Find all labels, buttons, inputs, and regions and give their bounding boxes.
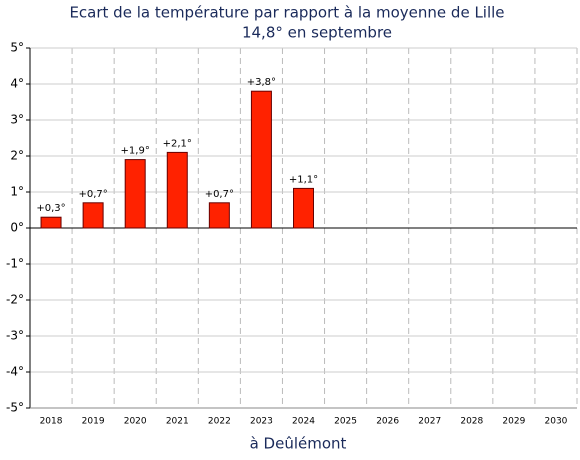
- y-tick-label: -5°: [6, 401, 24, 415]
- y-tick-label: -3°: [6, 329, 24, 343]
- x-tick-label: 2027: [418, 417, 441, 427]
- x-tick-label: 2028: [460, 417, 483, 427]
- chart-subtitle: 14,8° en septembre: [242, 24, 392, 42]
- y-tick-label: -2°: [6, 293, 24, 307]
- x-tick-label: 2019: [82, 417, 105, 427]
- bar: [40, 216, 62, 229]
- x-tick-label: 2026: [376, 417, 399, 427]
- bar: [82, 202, 104, 229]
- x-tick-label: 2025: [334, 417, 357, 427]
- value-label: +0,7°: [205, 189, 234, 200]
- y-tick-label: 2°: [10, 149, 24, 163]
- x-tick-label: 2022: [208, 417, 231, 427]
- bar: [250, 90, 272, 229]
- y-tick-label: -1°: [6, 257, 24, 271]
- x-tick-label: 2021: [166, 417, 189, 427]
- y-tick-label: 0°: [10, 221, 24, 235]
- bar: [293, 187, 314, 229]
- y-tick-label: 4°: [10, 77, 24, 91]
- y-tick-label: -4°: [6, 365, 24, 379]
- x-tick-label: 2030: [545, 417, 568, 427]
- bar: [124, 159, 146, 229]
- chart-title: Ecart de la température par rapport à la…: [69, 4, 504, 22]
- value-label: +1,9°: [121, 146, 150, 157]
- value-label: +3,8°: [247, 77, 276, 88]
- x-axis-label: à Deûlémont: [250, 435, 347, 453]
- x-tick-label: 2023: [250, 417, 273, 427]
- y-tick-label: 5°: [10, 41, 24, 55]
- x-tick-label: 2029: [502, 417, 525, 427]
- value-label: +1,1°: [289, 174, 318, 185]
- bar: [208, 202, 230, 229]
- value-label: +0,7°: [78, 189, 107, 200]
- value-label: +0,3°: [36, 203, 65, 214]
- x-tick-label: 2018: [40, 417, 63, 427]
- x-tick-label: 2024: [292, 417, 315, 427]
- value-label: +2,1°: [163, 138, 192, 149]
- y-tick-label: 1°: [10, 185, 24, 199]
- y-tick-label: 3°: [10, 113, 24, 127]
- x-tick-label: 2020: [124, 417, 147, 427]
- bar: [166, 151, 188, 229]
